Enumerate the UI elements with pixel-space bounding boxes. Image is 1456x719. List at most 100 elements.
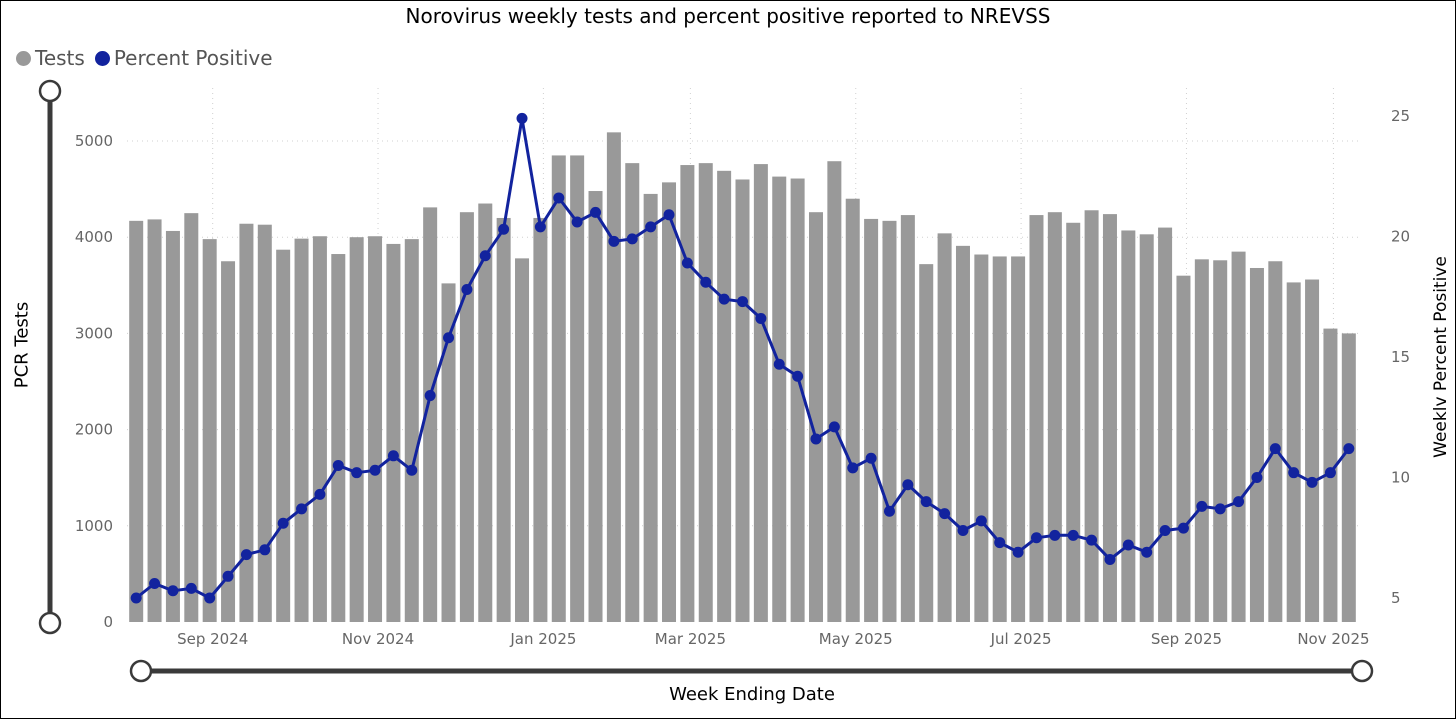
bar-tests xyxy=(331,254,346,622)
bar-tests xyxy=(606,132,621,623)
point-percent-positive xyxy=(1343,443,1355,455)
bar-tests xyxy=(1305,279,1320,622)
point-percent-positive xyxy=(1159,525,1171,537)
y-left-tick-label: 3000 xyxy=(75,324,113,342)
point-percent-positive xyxy=(479,250,491,262)
point-percent-positive xyxy=(351,467,363,479)
point-percent-positive xyxy=(1288,467,1300,479)
point-percent-positive xyxy=(277,517,289,529)
bar-tests xyxy=(221,261,236,622)
point-percent-positive xyxy=(975,515,987,527)
point-percent-positive xyxy=(332,459,344,471)
point-percent-positive xyxy=(663,209,675,221)
bar-tests xyxy=(845,198,860,622)
bar-tests xyxy=(790,178,805,622)
legend-item-percent-positive[interactable]: Percent Positive xyxy=(94,46,273,70)
point-percent-positive xyxy=(516,112,528,124)
x-tick-label: Mar 2025 xyxy=(655,630,726,648)
bar-tests xyxy=(882,220,897,622)
point-percent-positive xyxy=(130,592,142,604)
point-percent-positive xyxy=(259,544,271,556)
point-percent-positive xyxy=(1269,443,1281,455)
point-percent-positive xyxy=(957,525,969,537)
point-percent-positive xyxy=(296,503,308,515)
bar-tests xyxy=(827,161,842,622)
point-percent-positive xyxy=(902,479,914,491)
point-percent-positive xyxy=(939,508,951,520)
bar-tests xyxy=(643,193,658,622)
point-percent-positive xyxy=(1233,496,1245,508)
point-percent-positive xyxy=(792,370,804,382)
bar-tests xyxy=(1084,210,1099,622)
point-percent-positive xyxy=(534,221,546,233)
bars-tests xyxy=(129,132,1356,623)
point-percent-positive xyxy=(718,293,730,305)
legend: Tests Percent Positive xyxy=(16,46,283,70)
bar-tests xyxy=(570,155,585,622)
legend-item-tests[interactable]: Tests xyxy=(16,46,85,70)
bar-tests xyxy=(1268,261,1283,622)
point-percent-positive xyxy=(1324,467,1336,479)
point-percent-positive xyxy=(1049,529,1061,541)
point-percent-positive xyxy=(571,216,583,228)
axis-ticks: 0 1000 2000 3000 4000 5000 5 10 15 20 25 Sep 2024 No… xyxy=(75,107,1410,648)
point-percent-positive xyxy=(626,233,638,245)
point-percent-positive xyxy=(1251,472,1263,483)
bar-tests xyxy=(1102,214,1117,622)
bar-tests xyxy=(864,218,879,622)
bar-tests xyxy=(1213,260,1228,622)
x-zoom-slider-handle-right[interactable] xyxy=(1350,659,1374,683)
bar-tests xyxy=(202,239,217,622)
bar-tests xyxy=(974,254,989,623)
point-percent-positive xyxy=(314,488,326,500)
point-percent-positive xyxy=(755,312,767,324)
bar-tests xyxy=(1341,333,1356,622)
bar-tests xyxy=(1066,222,1081,622)
bar-tests xyxy=(735,179,750,623)
point-percent-positive xyxy=(461,284,473,296)
y-left-tick-label: 4000 xyxy=(75,228,113,246)
y-left-tick-label: 1000 xyxy=(75,517,113,535)
bar-tests xyxy=(551,155,566,622)
point-percent-positive xyxy=(1104,553,1116,565)
point-percent-positive xyxy=(737,296,748,308)
bar-tests xyxy=(239,223,254,622)
chart-title: Norovirus weekly tests and percent posit… xyxy=(405,4,1051,28)
bar-tests xyxy=(368,236,383,622)
point-percent-positive xyxy=(424,390,436,402)
point-percent-positive xyxy=(810,433,822,445)
bar-tests xyxy=(680,165,695,623)
x-tick-label: Jan 2025 xyxy=(509,630,576,648)
legend-swatch-percent-positive xyxy=(94,50,110,66)
point-percent-positive xyxy=(1177,522,1189,534)
x-zoom-slider-handle-left[interactable] xyxy=(129,659,153,683)
y-zoom-slider-handle-bottom[interactable] xyxy=(38,611,62,635)
x-tick-label: May 2025 xyxy=(819,630,893,648)
bar-tests xyxy=(386,243,401,622)
bar-tests xyxy=(717,170,732,622)
line-percent-positive xyxy=(130,112,1355,604)
bar-tests xyxy=(1176,275,1191,622)
point-percent-positive xyxy=(222,570,234,582)
point-percent-positive xyxy=(700,276,712,288)
bar-tests xyxy=(459,212,474,623)
point-percent-positive xyxy=(1122,539,1134,551)
point-percent-positive xyxy=(185,582,197,594)
bar-tests xyxy=(515,258,530,622)
point-percent-positive xyxy=(406,464,418,476)
y-right-tick-label: 20 xyxy=(1391,228,1410,246)
bar-tests xyxy=(1194,259,1209,622)
y-zoom-slider-handle-top[interactable] xyxy=(38,79,62,103)
bar-tests xyxy=(1047,212,1062,623)
x-tick-label: Sep 2024 xyxy=(177,630,248,648)
bar-tests xyxy=(992,256,1007,622)
y-right-tick-label: 15 xyxy=(1391,348,1410,366)
bar-tests xyxy=(937,233,952,623)
point-percent-positive xyxy=(681,257,693,269)
legend-label-tests: Tests xyxy=(35,46,85,70)
point-percent-positive xyxy=(553,192,565,204)
y-left-tick-label: 5000 xyxy=(75,132,113,150)
bar-tests xyxy=(276,249,291,622)
bar-tests xyxy=(753,164,768,622)
